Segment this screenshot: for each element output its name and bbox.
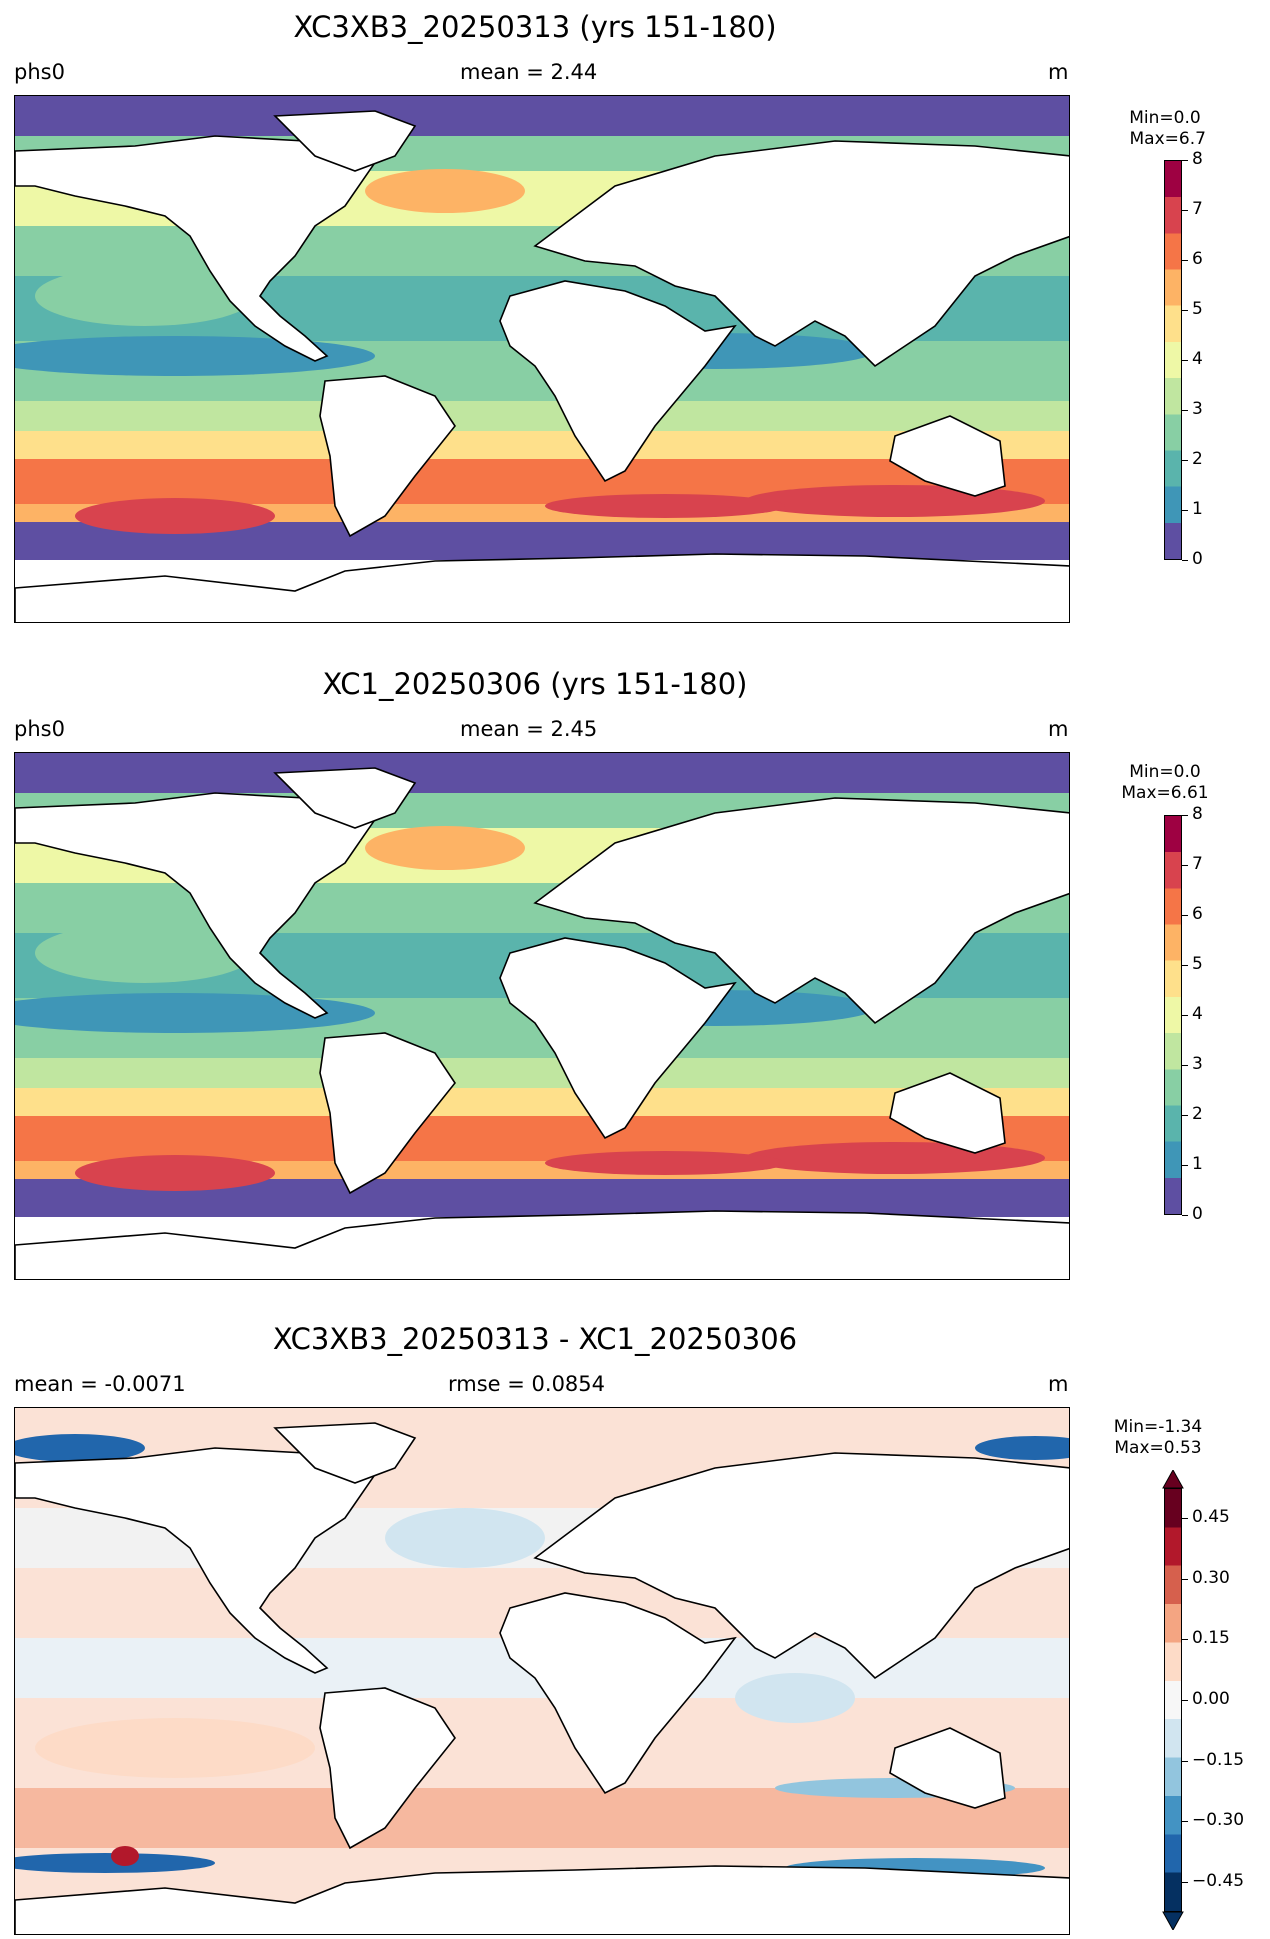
colorbar-tick-mark bbox=[1182, 210, 1188, 211]
colorbar-tick-label: 0 bbox=[1192, 549, 1203, 569]
panel-1-mean-label: mean = 2.44 bbox=[460, 60, 598, 84]
colorbar-tick-mark bbox=[1182, 1215, 1188, 1216]
panel-3-map-svg bbox=[15, 1408, 1069, 1934]
colorbar-tick-label: 1 bbox=[1192, 1154, 1203, 1174]
colorbar-tick-label: 5 bbox=[1192, 299, 1203, 319]
colorbar-tick-label: 2 bbox=[1192, 449, 1203, 469]
panel-1-variable-label: phs0 bbox=[14, 60, 65, 84]
colorbar-tick-label: −0.15 bbox=[1192, 1749, 1245, 1770]
colorbar-tick-label: 0.30 bbox=[1192, 1567, 1230, 1588]
colorbar-tick-label: 0.45 bbox=[1192, 1507, 1230, 1528]
colorbar-tick-mark bbox=[1182, 1760, 1188, 1762]
colorbar-tick-label: −0.30 bbox=[1192, 1810, 1245, 1831]
panel-1-units-label: m bbox=[1048, 60, 1069, 84]
colorbar-tick-mark bbox=[1182, 1881, 1188, 1883]
colorbar-tick-mark bbox=[1182, 1821, 1188, 1823]
colorbar-tick-label: 1 bbox=[1192, 499, 1203, 519]
colorbar-tick-label: 3 bbox=[1192, 1054, 1203, 1074]
panel-3-map bbox=[14, 1407, 1070, 1935]
colorbar-tick-label: 7 bbox=[1192, 854, 1203, 874]
panel-1-colorbar bbox=[1164, 160, 1182, 560]
panel-2-colorbar bbox=[1164, 815, 1182, 1215]
colorbar-tick-mark bbox=[1182, 460, 1188, 461]
colorbar-tick-mark bbox=[1182, 360, 1188, 361]
colorbar-tick-mark bbox=[1182, 560, 1188, 561]
panel-1-map bbox=[14, 95, 1070, 623]
colorbar-tick-label: 5 bbox=[1192, 954, 1203, 974]
colorbar-tick-label: 6 bbox=[1192, 904, 1203, 924]
panel-3-rmse-label: rmse = 0.0854 bbox=[448, 1372, 606, 1396]
colorbar-tick-mark bbox=[1182, 915, 1188, 916]
colorbar-tick-mark bbox=[1182, 1518, 1188, 1520]
colorbar-tick-label: 0.15 bbox=[1192, 1628, 1230, 1649]
panel-1-land bbox=[15, 110, 1069, 622]
colorbar-tick-mark bbox=[1182, 1639, 1188, 1641]
colorbar-tick-mark bbox=[1182, 965, 1188, 966]
colorbar-tick-label: 8 bbox=[1192, 149, 1203, 169]
panel-3-mean-label: mean = -0.0071 bbox=[14, 1372, 186, 1396]
colorbar-tick-mark bbox=[1182, 1700, 1188, 1701]
colorbar-tick-label: 4 bbox=[1192, 1004, 1203, 1024]
panel-3-colorbar bbox=[1164, 1488, 1182, 1912]
panel-1-map-svg bbox=[15, 96, 1069, 622]
colorbar-tick-mark bbox=[1182, 865, 1188, 866]
colorbar-tick-label: 3 bbox=[1192, 399, 1203, 419]
colorbar-tick-mark bbox=[1182, 1015, 1188, 1016]
colorbar-tick-label: 0 bbox=[1192, 1204, 1203, 1224]
panel-2-title: XC1_20250306 (yrs 151-180) bbox=[322, 667, 748, 701]
panel-3-land bbox=[15, 1422, 1069, 1934]
panel-3-colorbar-minmax: Min=-1.34 Max=0.53 bbox=[1113, 1417, 1203, 1458]
colorbar-tick-mark bbox=[1182, 1578, 1188, 1580]
colorbar-tick-mark bbox=[1182, 260, 1188, 261]
colorbar-tick-mark bbox=[1182, 1165, 1188, 1166]
colorbar-tick-label: 4 bbox=[1192, 349, 1203, 369]
panel-3-title: XC3XB3_20250313 - XC1_20250306 bbox=[272, 1322, 798, 1356]
colorbar-tick-label: 8 bbox=[1192, 804, 1203, 824]
panel-1-colorbar-minmax: Min=0.0 Max=6.7 bbox=[1129, 108, 1206, 149]
colorbar-tick-mark bbox=[1182, 815, 1188, 816]
panel-2-variable-label: phs0 bbox=[14, 717, 65, 741]
panel-3-units-label: m bbox=[1048, 1372, 1069, 1396]
panel-2-units-label: m bbox=[1048, 717, 1069, 741]
colorbar-tick-mark bbox=[1182, 1115, 1188, 1116]
colorbar-tick-mark bbox=[1182, 310, 1188, 311]
panel-2-colorbar-minmax: Min=0.0 Max=6.61 bbox=[1121, 762, 1209, 803]
colorbar-tick-label: 7 bbox=[1192, 199, 1203, 219]
panel-2-land bbox=[15, 767, 1069, 1279]
colorbar-tick-label: 0.00 bbox=[1192, 1689, 1230, 1709]
panel-2-map bbox=[14, 752, 1070, 1280]
colorbar-tick-mark bbox=[1182, 410, 1188, 411]
colorbar-tick-label: 6 bbox=[1192, 249, 1203, 269]
panel-1-title: XC3XB3_20250313 (yrs 151-180) bbox=[293, 10, 777, 44]
colorbar-tick-mark bbox=[1182, 510, 1188, 511]
colorbar-tick-mark bbox=[1182, 1065, 1188, 1066]
colorbar-tick-label: −0.45 bbox=[1192, 1870, 1245, 1891]
panel-2-mean-label: mean = 2.45 bbox=[460, 717, 598, 741]
colorbar-tick-mark bbox=[1182, 160, 1188, 161]
colorbar-tick-label: 2 bbox=[1192, 1104, 1203, 1124]
panel-2-map-svg bbox=[15, 753, 1069, 1279]
